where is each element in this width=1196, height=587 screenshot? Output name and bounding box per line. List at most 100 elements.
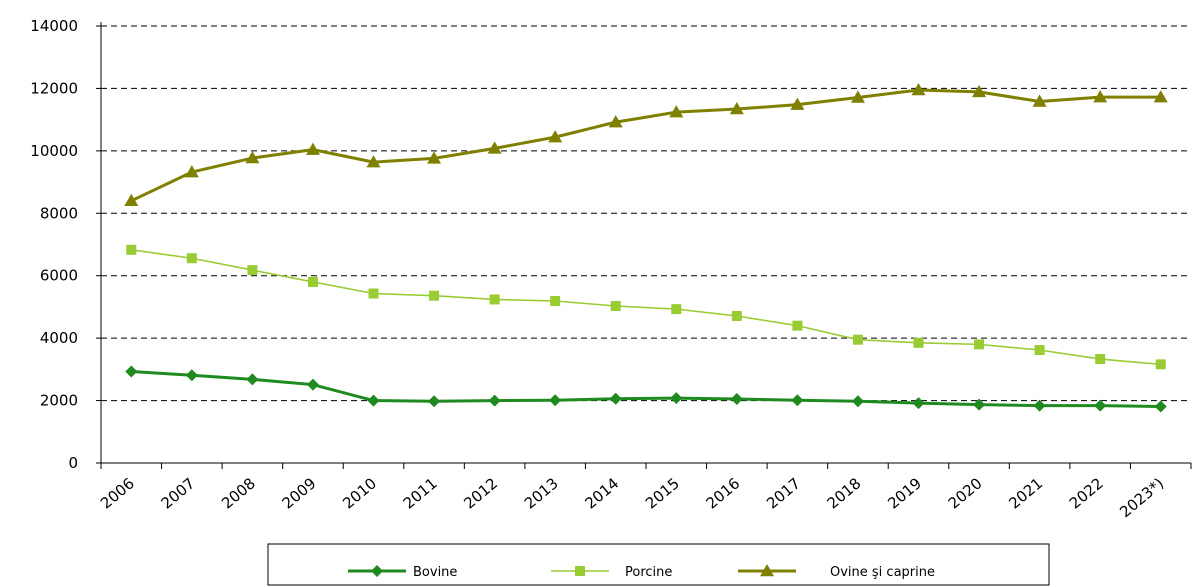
data-point-porcine <box>671 304 682 315</box>
y-tick-label: 2000 <box>40 392 78 410</box>
x-tick-label: 2020 <box>945 474 986 512</box>
data-point-bovine <box>973 398 986 411</box>
data-point-porcine <box>913 337 924 348</box>
y-tick-label: 4000 <box>40 329 78 347</box>
data-point-bovine <box>791 394 804 407</box>
legend: Bovine Porcine Ovine şi caprine <box>267 543 1050 586</box>
x-tick-label: 2006 <box>97 474 138 512</box>
legend-marker-ovine-i-caprine <box>760 564 774 577</box>
data-point-bovine <box>185 369 198 382</box>
series-group <box>124 82 1168 413</box>
series-ovine-i-caprine <box>124 82 1168 207</box>
data-point-bovine <box>367 394 380 407</box>
y-tick-label: 10000 <box>30 142 78 160</box>
data-point-porcine <box>731 310 742 321</box>
data-point-ovine-i-caprine <box>305 142 320 155</box>
x-tick-label: 2017 <box>763 474 804 512</box>
data-point-porcine <box>610 300 621 311</box>
data-point-bovine <box>125 365 138 378</box>
data-point-bovine <box>730 393 743 406</box>
x-tick-label: 2023*) <box>1116 474 1167 521</box>
data-point-ovine-i-caprine <box>1093 90 1108 103</box>
data-point-porcine <box>852 334 863 345</box>
data-point-ovine-i-caprine <box>124 193 139 207</box>
data-point-bovine <box>488 394 501 407</box>
data-point-bovine <box>1154 400 1167 413</box>
data-point-bovine <box>428 395 441 408</box>
data-point-ovine-i-caprine <box>548 130 563 143</box>
data-point-porcine <box>307 276 318 287</box>
x-tick-label: 2011 <box>400 474 441 512</box>
data-point-porcine <box>1155 359 1166 370</box>
x-tick-label: 2019 <box>884 474 925 512</box>
data-point-bovine <box>549 394 562 407</box>
data-point-porcine <box>126 244 137 255</box>
data-point-bovine <box>1033 399 1046 412</box>
data-point-ovine-i-caprine <box>729 102 744 115</box>
data-point-ovine-i-caprine <box>850 90 865 103</box>
x-tick-label: 2014 <box>581 474 622 512</box>
x-tick-label: 2021 <box>1005 474 1046 512</box>
y-tick-label: 12000 <box>30 79 78 97</box>
legend-item-porcine: Porcine <box>551 565 672 580</box>
data-point-ovine-i-caprine <box>790 97 805 110</box>
legend-item-bovine: Bovine <box>348 565 457 580</box>
x-tick-label: 2015 <box>642 474 683 512</box>
data-point-ovine-i-caprine <box>1153 90 1168 103</box>
data-point-bovine <box>851 395 864 408</box>
x-tick-label: 2022 <box>1066 474 1107 512</box>
data-point-porcine <box>550 295 561 306</box>
data-point-ovine-i-caprine <box>366 155 381 168</box>
data-point-porcine <box>1095 354 1106 365</box>
y-tick-label: 8000 <box>40 204 78 222</box>
x-tick-label: 2013 <box>521 474 562 512</box>
y-tick-label: 0 <box>68 454 78 472</box>
y-axis-ticks: 0 2000 4000 6000 8000 10000 12000 14000 <box>30 17 101 472</box>
y-tick-label: 6000 <box>40 267 78 285</box>
data-point-bovine <box>609 392 622 405</box>
x-tick-label: 2009 <box>279 474 320 512</box>
data-point-ovine-i-caprine <box>245 151 260 164</box>
x-tick-label: 2012 <box>460 474 501 512</box>
data-point-ovine-i-caprine <box>669 105 684 118</box>
legend-item-ovine-i-caprine: Ovine şi caprine <box>738 564 935 580</box>
legend-box <box>267 543 1050 586</box>
data-point-ovine-i-caprine <box>1032 94 1047 107</box>
data-point-porcine <box>1034 345 1045 356</box>
data-point-porcine <box>368 288 379 299</box>
data-point-bovine <box>912 397 925 410</box>
series-line-porcine <box>131 249 1161 366</box>
data-point-porcine <box>247 265 258 276</box>
data-point-ovine-i-caprine <box>911 82 926 96</box>
data-point-porcine <box>429 290 440 301</box>
series-line-ovine-i-caprine <box>130 88 1161 203</box>
data-point-porcine <box>186 253 197 264</box>
data-point-ovine-i-caprine <box>427 151 442 164</box>
gridlines <box>101 25 1191 402</box>
data-point-ovine-i-caprine <box>972 84 987 98</box>
data-point-ovine-i-caprine <box>487 141 502 154</box>
data-point-bovine <box>306 378 319 391</box>
data-point-bovine <box>1094 399 1107 412</box>
series-bovine <box>125 365 1167 413</box>
data-point-ovine-i-caprine <box>184 165 199 178</box>
legend-marker-porcine <box>575 566 585 576</box>
x-axis-ticks: 2006 2007 2008 2009 2010 2011 2012 2013 2014 2015… <box>97 463 1192 521</box>
data-point-bovine <box>246 373 259 386</box>
data-point-ovine-i-caprine <box>608 115 623 128</box>
data-point-porcine <box>489 294 500 305</box>
legend-marker-bovine <box>371 565 383 577</box>
y-tick-label: 14000 <box>30 17 78 35</box>
series-line-bovine <box>131 370 1161 409</box>
x-tick-label: 2007 <box>158 474 199 512</box>
x-tick-label: 2010 <box>339 474 380 512</box>
series-porcine <box>126 244 1166 370</box>
x-tick-label: 2018 <box>824 474 865 512</box>
data-point-bovine <box>670 392 683 405</box>
x-tick-label: 2016 <box>703 474 744 512</box>
legend-label-bovine: Bovine <box>413 565 457 580</box>
data-point-porcine <box>974 339 985 350</box>
legend-label-porcine: Porcine <box>625 565 672 580</box>
x-tick-label: 2008 <box>218 474 259 512</box>
